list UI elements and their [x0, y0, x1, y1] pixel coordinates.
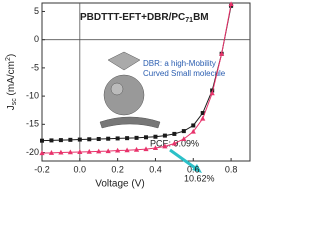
- ylabel-text: (mA/cm: [6, 61, 17, 98]
- marker: [40, 138, 44, 143]
- y-tick-label: -20: [26, 147, 39, 157]
- marker: [115, 147, 121, 153]
- marker: [209, 90, 215, 96]
- marker: [153, 134, 158, 139]
- title-text: BM: [193, 12, 209, 23]
- molecule-arm: [107, 51, 141, 71]
- marker: [200, 115, 206, 121]
- marker: [77, 149, 83, 154]
- marker: [77, 137, 82, 142]
- marker: [125, 136, 130, 141]
- y-tick-label: -5: [31, 62, 39, 72]
- marker: [133, 146, 140, 152]
- marker: [96, 136, 101, 141]
- marker: [39, 150, 45, 156]
- x-tick-label: -0.2: [34, 164, 50, 174]
- marker: [67, 149, 73, 155]
- marker: [49, 138, 54, 143]
- ylabel-text: J: [6, 105, 17, 110]
- y-tick-label: 5: [34, 6, 39, 16]
- marker: [124, 147, 130, 153]
- fullerene: [103, 74, 145, 116]
- x-tick-label: 0.0: [74, 164, 87, 174]
- molecule: [99, 51, 161, 129]
- molecule-chain: [99, 116, 161, 129]
- title-text: PBDTTT-EFT+DBR/PC: [80, 12, 185, 23]
- chart-title: PBDTTT-EFT+DBR/PC71BM: [80, 12, 209, 24]
- marker: [134, 135, 139, 140]
- ylabel-sup: 2: [5, 57, 12, 61]
- marker: [86, 148, 92, 154]
- marker: [191, 123, 196, 128]
- marker: [152, 145, 159, 151]
- marker: [172, 131, 177, 136]
- x-tick-label: 0.2: [111, 164, 124, 174]
- x-tick-label: 0.4: [149, 164, 162, 174]
- marker: [219, 50, 225, 56]
- note: Curved Small molecule: [143, 69, 226, 78]
- marker: [181, 129, 186, 134]
- marker: [162, 143, 168, 149]
- marker: [105, 148, 111, 154]
- ylabel-text: ): [6, 54, 17, 57]
- title-sub: 71: [185, 17, 193, 24]
- marker: [58, 149, 64, 155]
- marker: [87, 137, 92, 142]
- marker: [58, 138, 63, 143]
- marker: [162, 133, 167, 138]
- marker: [115, 136, 120, 141]
- ylabel-sub: sc: [11, 98, 18, 106]
- note: DBR: a high-Mobility: [143, 59, 216, 68]
- marker: [171, 140, 177, 146]
- x-axis-label: Voltage (V): [95, 179, 144, 189]
- arrow: [169, 148, 199, 172]
- marker: [181, 136, 187, 141]
- series-line: [41, 4, 232, 154]
- plot-frame: [41, 2, 251, 162]
- marker: [144, 135, 148, 140]
- marker: [68, 137, 73, 142]
- x-tick-label: 0.6: [187, 164, 200, 174]
- chart: PBDTTT-EFT+DBR/PC71BM DBR: a high-Mobili…: [5, 1, 251, 189]
- y-axis-label: Jsc (mA/cm2): [5, 54, 18, 110]
- marker: [200, 111, 205, 116]
- y-tick-label: 0: [34, 34, 39, 44]
- pce-label: 10.62%: [184, 173, 215, 183]
- marker: [96, 148, 102, 154]
- arrow-head: [192, 164, 202, 173]
- y-tick-label: -10: [26, 90, 39, 100]
- marker: [210, 88, 215, 93]
- marker: [143, 146, 149, 152]
- x-tick-label: 0.8: [225, 164, 238, 174]
- marker: [228, 1, 234, 7]
- fullerene-highlight: [110, 82, 124, 96]
- marker: [106, 136, 111, 141]
- marker: [190, 128, 196, 134]
- y-tick-label: -15: [26, 119, 39, 129]
- marker: [48, 150, 55, 155]
